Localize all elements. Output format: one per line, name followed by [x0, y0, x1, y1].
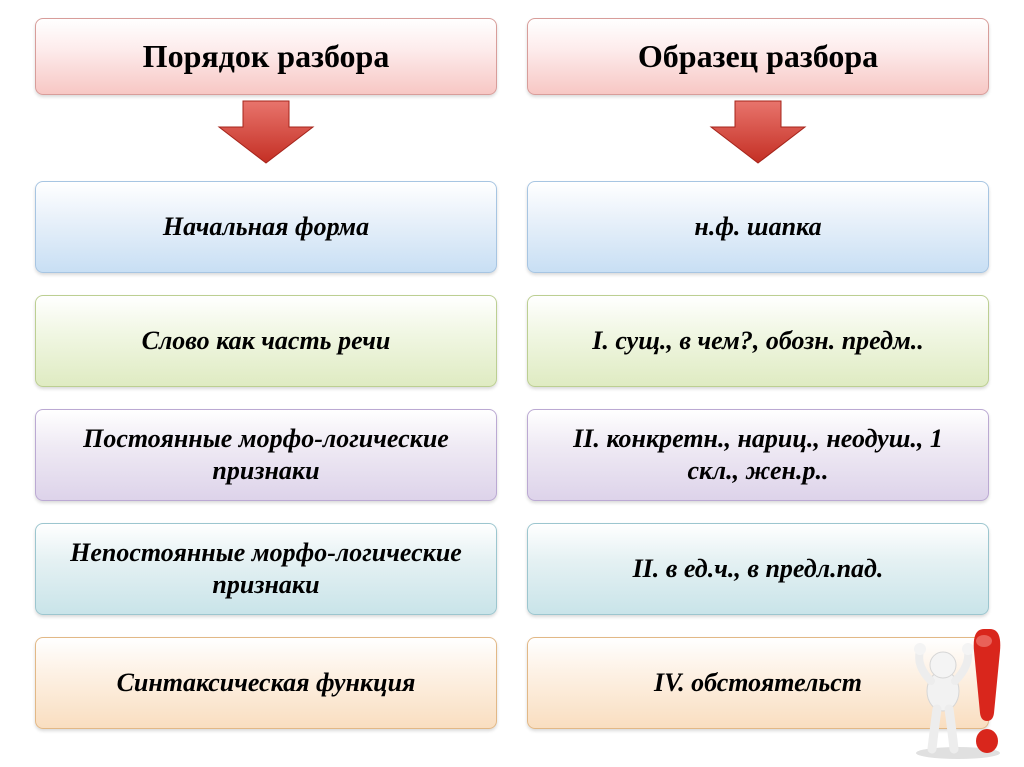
cell-text: Постоянные морфо-логические признаки: [54, 423, 478, 488]
left-row-3: Постоянные морфо-логические признаки: [35, 409, 497, 501]
cell-text: Непостоянные морфо-логические признаки: [54, 537, 478, 602]
down-arrow-icon: [211, 97, 321, 167]
diagram-columns: Порядок разбора Начальная форма Слово ка…: [0, 0, 1024, 729]
cell-text: II. конкретн., нариц., неодуш., 1 скл., …: [546, 423, 970, 488]
cell-text: Синтаксическая функция: [117, 667, 416, 700]
down-arrow-icon: [703, 97, 813, 167]
cell-text: IV. обстоятельст: [654, 667, 862, 700]
right-header: Образец разбора: [527, 18, 989, 95]
left-row-1: Начальная форма: [35, 181, 497, 273]
right-row-2: I. сущ., в чем?, обозн. предм..: [527, 295, 989, 387]
cell-text: Слово как часть речи: [142, 325, 391, 358]
cell-text: II. в ед.ч., в предл.пад.: [633, 553, 884, 586]
mascot-exclamation-icon: [898, 621, 1018, 761]
left-header: Порядок разбора: [35, 18, 497, 95]
left-column: Порядок разбора Начальная форма Слово ка…: [35, 18, 497, 729]
right-row-4: II. в ед.ч., в предл.пад.: [527, 523, 989, 615]
left-row-2: Слово как часть речи: [35, 295, 497, 387]
left-row-4: Непостоянные морфо-логические признаки: [35, 523, 497, 615]
cell-text: I. сущ., в чем?, обозн. предм..: [592, 325, 924, 358]
right-row-3: II. конкретн., нариц., неодуш., 1 скл., …: [527, 409, 989, 501]
cell-text: н.ф. шапка: [694, 211, 821, 244]
cell-text: Начальная форма: [163, 211, 369, 244]
right-header-text: Образец разбора: [638, 38, 878, 75]
left-row-5: Синтаксическая функция: [35, 637, 497, 729]
left-header-text: Порядок разбора: [143, 38, 390, 75]
right-row-1: н.ф. шапка: [527, 181, 989, 273]
